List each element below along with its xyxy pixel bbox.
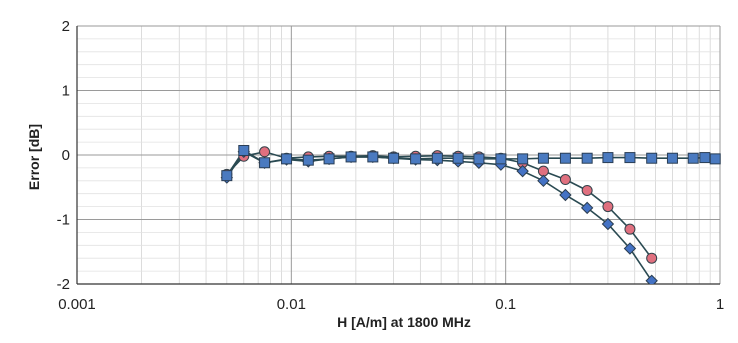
square-marker (559, 152, 571, 164)
square-marker (581, 152, 593, 164)
diamond-marker (559, 188, 572, 202)
square-marker (323, 153, 335, 165)
square-marker (452, 152, 464, 164)
series-markers (220, 144, 721, 284)
square-marker (345, 151, 357, 163)
diamond-marker (623, 242, 637, 255)
diamond-marker (645, 274, 658, 284)
y-tick-label: -1 (57, 212, 70, 229)
diamond-marker (537, 174, 550, 188)
square-marker (699, 152, 711, 164)
square-marker (666, 152, 678, 164)
circle-marker (259, 146, 271, 158)
square-marker (646, 152, 658, 164)
y-tick-label: 0 (62, 147, 70, 164)
diamond-marker (580, 201, 594, 215)
x-tick-label: 1 (716, 296, 724, 313)
square-marker (517, 153, 529, 165)
x-tick-label: 0.001 (58, 296, 96, 313)
circle-marker (559, 174, 571, 186)
square-marker (302, 154, 314, 166)
circle-marker (624, 223, 636, 235)
square-marker (431, 152, 443, 164)
circle-marker (646, 252, 658, 264)
square-marker (410, 153, 422, 165)
square-marker (495, 153, 507, 165)
square-marker (259, 157, 271, 169)
y-axis-title: Error [dB] (26, 124, 42, 190)
y-tick-label: 1 (62, 83, 70, 100)
x-tick-label: 0.01 (277, 296, 306, 313)
square-marker (388, 152, 400, 164)
square-marker (238, 144, 250, 156)
diamond-marker (601, 217, 615, 231)
tick-labels: 2 1 0 -1 -2 0.001 0.01 0.1 1 (57, 18, 725, 313)
x-tick-label: 0.1 (495, 296, 516, 313)
square-marker (281, 153, 293, 165)
square-marker (221, 170, 233, 182)
square-marker (709, 153, 721, 165)
square-marker (687, 152, 699, 164)
square-marker (367, 151, 379, 163)
square-marker (602, 152, 614, 164)
x-axis-title: H [A/m] at 1800 MHz (337, 314, 471, 330)
square-marker (624, 152, 636, 164)
circle-marker (602, 201, 614, 213)
y-tick-label: -2 (57, 276, 70, 293)
square-marker (537, 152, 549, 164)
square-marker (473, 153, 485, 165)
y-tick-label: 2 (62, 18, 70, 35)
circle-marker (581, 184, 593, 196)
diamond-marker (516, 164, 529, 178)
